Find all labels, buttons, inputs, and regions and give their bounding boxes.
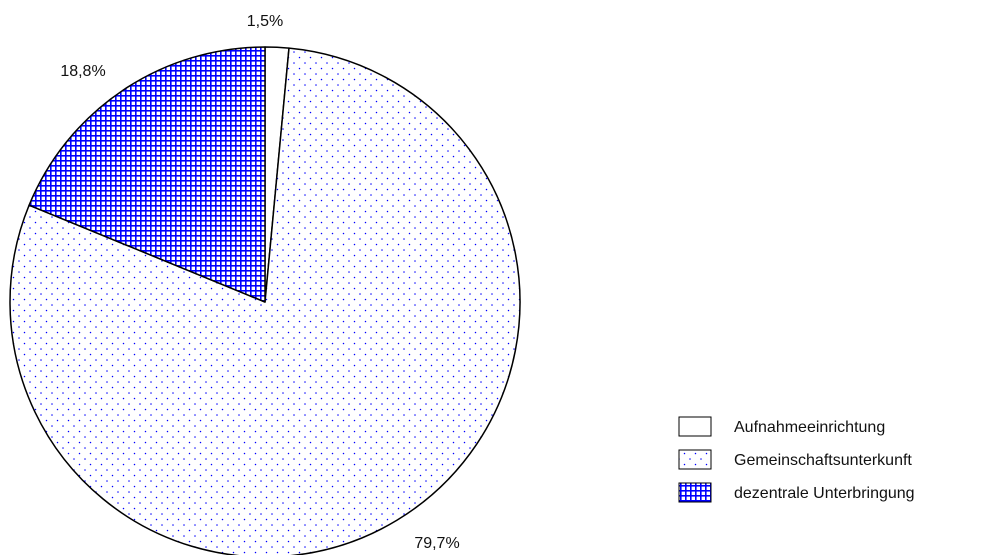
legend-item-dezentrale-unterbringung: dezentrale Unterbringung xyxy=(678,482,915,503)
legend-label-gemeinschaftsunterkunft: Gemeinschaftsunterkunft xyxy=(734,452,912,469)
legend-item-gemeinschaftsunterkunft: Gemeinschaftsunterkunft xyxy=(678,449,912,470)
pie-slices xyxy=(9,46,521,558)
legend-swatch-dezentrale-unterbringung xyxy=(678,482,712,503)
data-label-gemeinschaftsunterkunft: 79,7% xyxy=(414,535,459,552)
data-label-dezentrale-unterbringung: 18,8% xyxy=(60,63,105,80)
pie-slice-dezentrale-unterbringung xyxy=(28,46,266,303)
legend-label-dezentrale-unterbringung: dezentrale Unterbringung xyxy=(734,485,915,502)
legend-swatch-aufnahmeeinrichtung xyxy=(678,416,712,437)
legend: Aufnahmeeinrichtung Gemeinschaftsunterkun… xyxy=(678,416,915,503)
slice-labels: 1,5% 79,7% 18,8% xyxy=(60,13,459,552)
legend-swatch-gemeinschaftsunterkunft xyxy=(678,449,712,470)
legend-label-aufnahmeeinrichtung: Aufnahmeeinrichtung xyxy=(734,419,885,436)
data-label-aufnahmeeinrichtung: 1,5% xyxy=(247,13,283,30)
legend-item-aufnahmeeinrichtung: Aufnahmeeinrichtung xyxy=(678,416,885,437)
